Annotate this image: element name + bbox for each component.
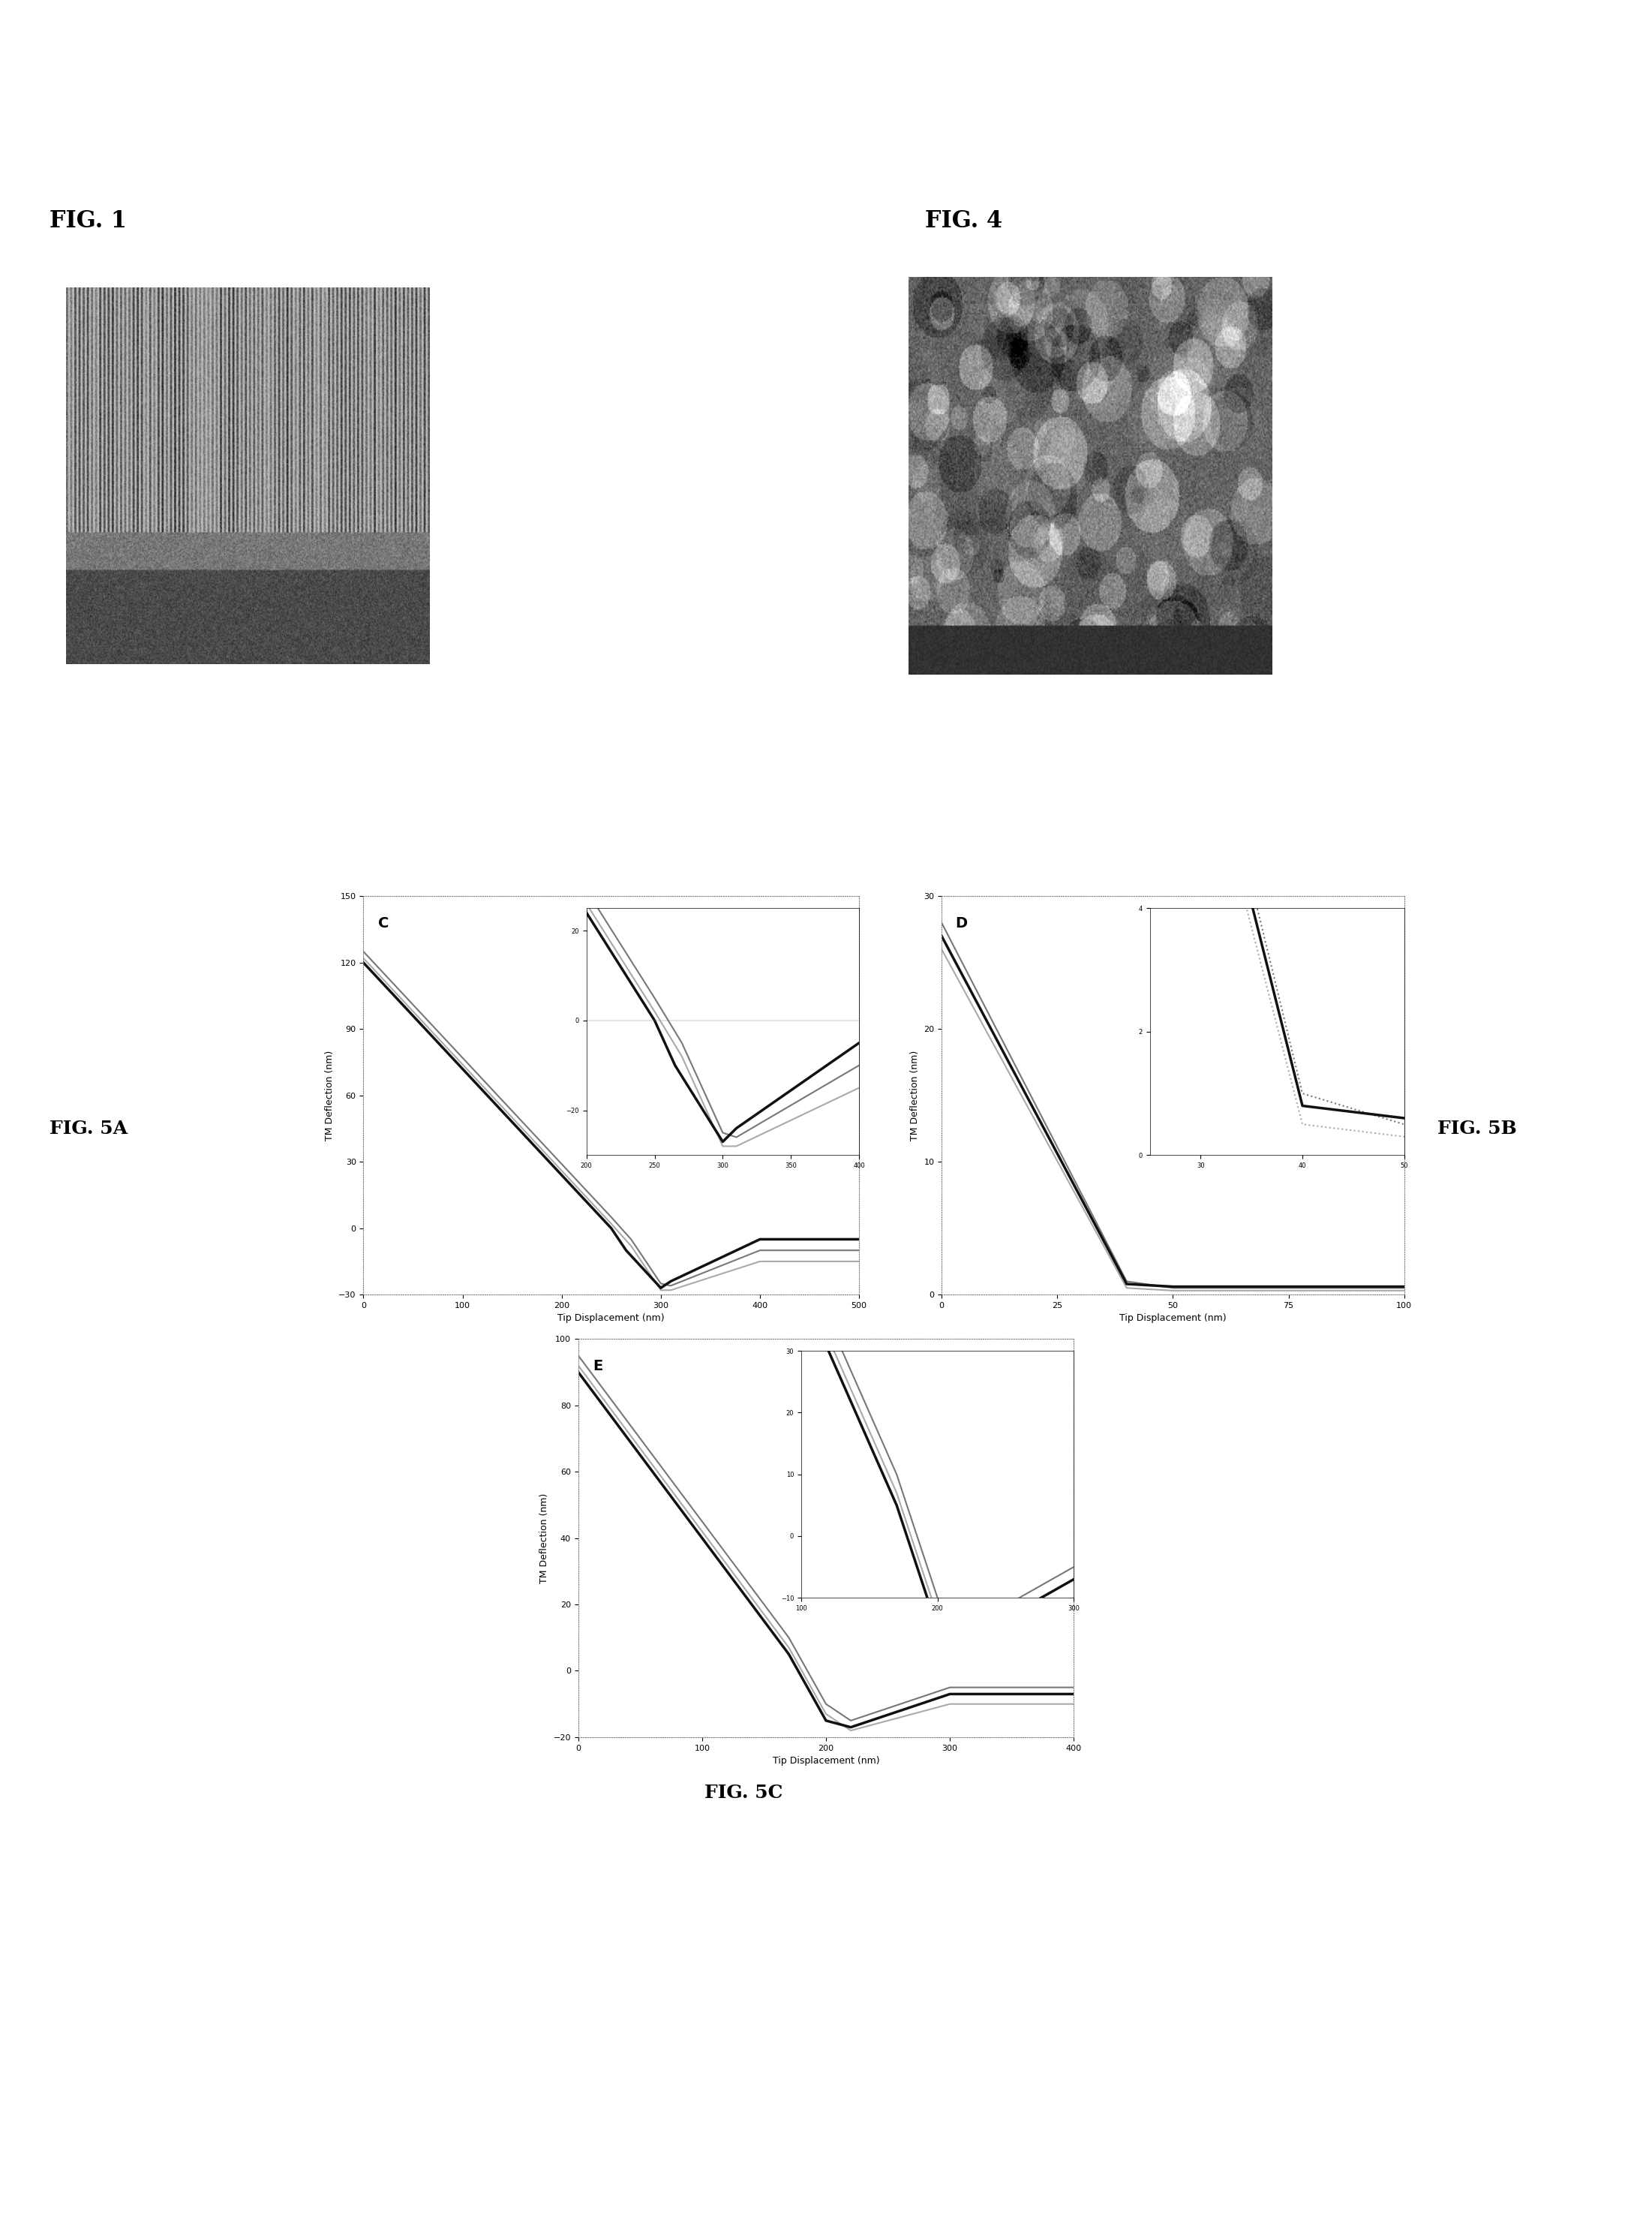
Text: D: D <box>955 916 968 929</box>
Y-axis label: TM Deflection (nm): TM Deflection (nm) <box>539 1494 548 1582</box>
X-axis label: Tip Displacement (nm): Tip Displacement (nm) <box>1120 1315 1226 1323</box>
X-axis label: Tip Displacement (nm): Tip Displacement (nm) <box>773 1757 879 1766</box>
Text: FIG. 5B: FIG. 5B <box>1437 1120 1517 1137</box>
Text: FIG. 5A: FIG. 5A <box>50 1120 127 1137</box>
Y-axis label: TM Deflection (nm): TM Deflection (nm) <box>910 1051 920 1140</box>
X-axis label: Tip Displacement (nm): Tip Displacement (nm) <box>558 1315 664 1323</box>
Text: FIG. 4: FIG. 4 <box>925 210 1003 232</box>
Text: FIG. 1: FIG. 1 <box>50 210 127 232</box>
Text: C: C <box>378 916 390 929</box>
Text: FIG. 5C: FIG. 5C <box>704 1784 783 1801</box>
Text: E: E <box>593 1359 603 1372</box>
Y-axis label: TM Deflection (nm): TM Deflection (nm) <box>325 1051 334 1140</box>
